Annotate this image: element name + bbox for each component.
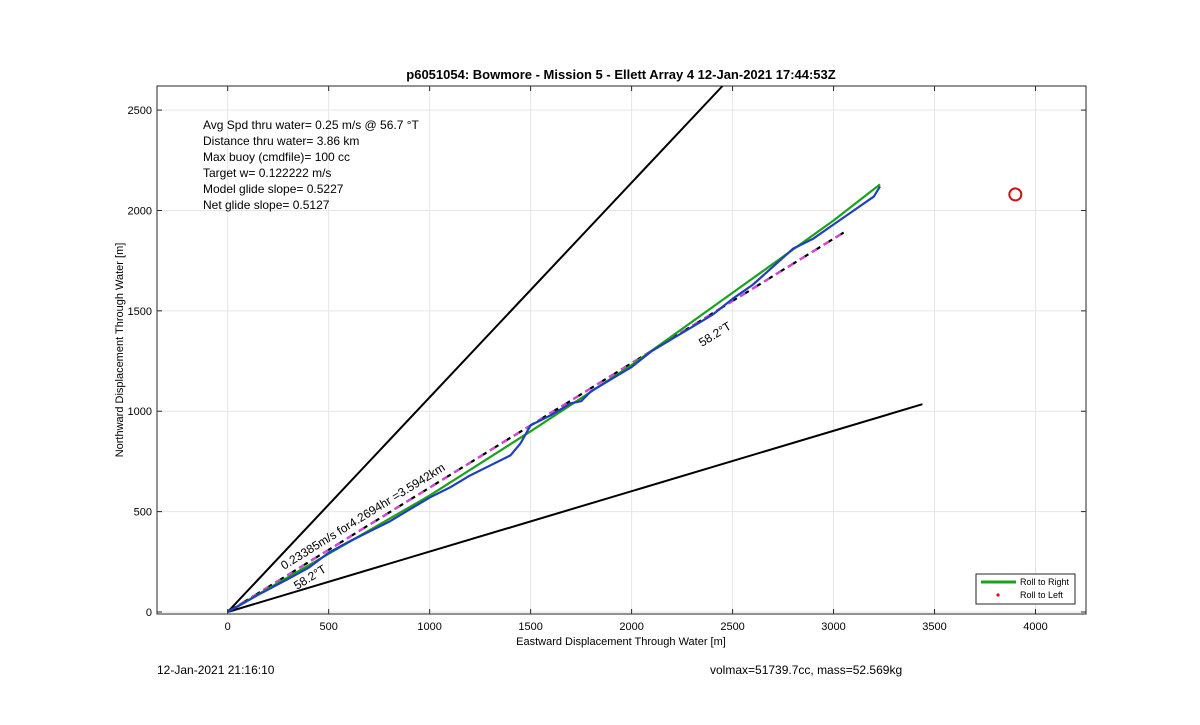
chart-title: p6051054: Bowmore - Mission 5 - Ellett A… <box>406 67 835 82</box>
y-tick-label: 2000 <box>128 205 152 217</box>
series-line-3 <box>227 231 845 613</box>
x-tick-label: 1500 <box>518 621 542 633</box>
y-axis-label: Northward Displacement Through Water [m] <box>114 243 126 458</box>
x-tick-label: 1000 <box>417 621 441 633</box>
x-tick-label: 2500 <box>720 621 744 633</box>
series-point-circle <box>1008 187 1023 202</box>
annotation-line: Avg Spd thru water= 0.25 m/s @ 56.7 °T <box>203 118 420 132</box>
series-line-0 <box>226 85 724 613</box>
series-line-1 <box>227 403 923 613</box>
legend: Roll to Right Roll to Left <box>975 573 1076 605</box>
footer-timestamp: 12-Jan-2021 21:16:10 <box>157 663 275 677</box>
legend-box <box>975 573 1076 605</box>
y-tick-label: 500 <box>134 507 152 519</box>
annotation-line: Target w= 0.122222 m/s <box>203 166 331 180</box>
legend-label-roll-left: Roll to Left <box>1020 590 1064 600</box>
x-tick-label: 3500 <box>922 621 946 633</box>
y-tick-label: 1500 <box>128 306 152 318</box>
legend-label-roll-right: Roll to Right <box>1020 577 1070 587</box>
y-tick-label: 2500 <box>128 105 152 117</box>
x-tick-label: 2000 <box>619 621 643 633</box>
legend-dot-roll-left <box>996 593 1000 597</box>
x-tick-label: 0 <box>225 621 231 633</box>
axes-frame <box>156 85 1087 615</box>
x-tick-label: 4000 <box>1023 621 1047 633</box>
annotation-line: Model glide slope= 0.5227 <box>203 182 344 196</box>
x-tick-label: 3000 <box>821 621 845 633</box>
y-tick-label: 1000 <box>128 406 152 418</box>
annotation-line: Distance thru water= 3.86 km <box>203 134 359 148</box>
footer-mass-info: volmax=51739.7cc, mass=52.569kg <box>710 663 903 677</box>
x-axis-label: Eastward Displacement Through Water [m] <box>516 636 726 648</box>
ticks: 0 500 1000 1500 2000 2500 3000 3500 4000 0 500 1000… <box>128 86 1086 633</box>
annotation-line: Max buoy (cmdfile)= 100 cc <box>203 150 350 164</box>
series-line-5 <box>227 185 881 613</box>
series-layer <box>226 85 1023 613</box>
y-tick-label: 0 <box>146 607 152 619</box>
annotation-line: Net glide slope= 0.5127 <box>203 198 330 212</box>
grid <box>157 86 1086 614</box>
x-tick-label: 500 <box>319 621 337 633</box>
